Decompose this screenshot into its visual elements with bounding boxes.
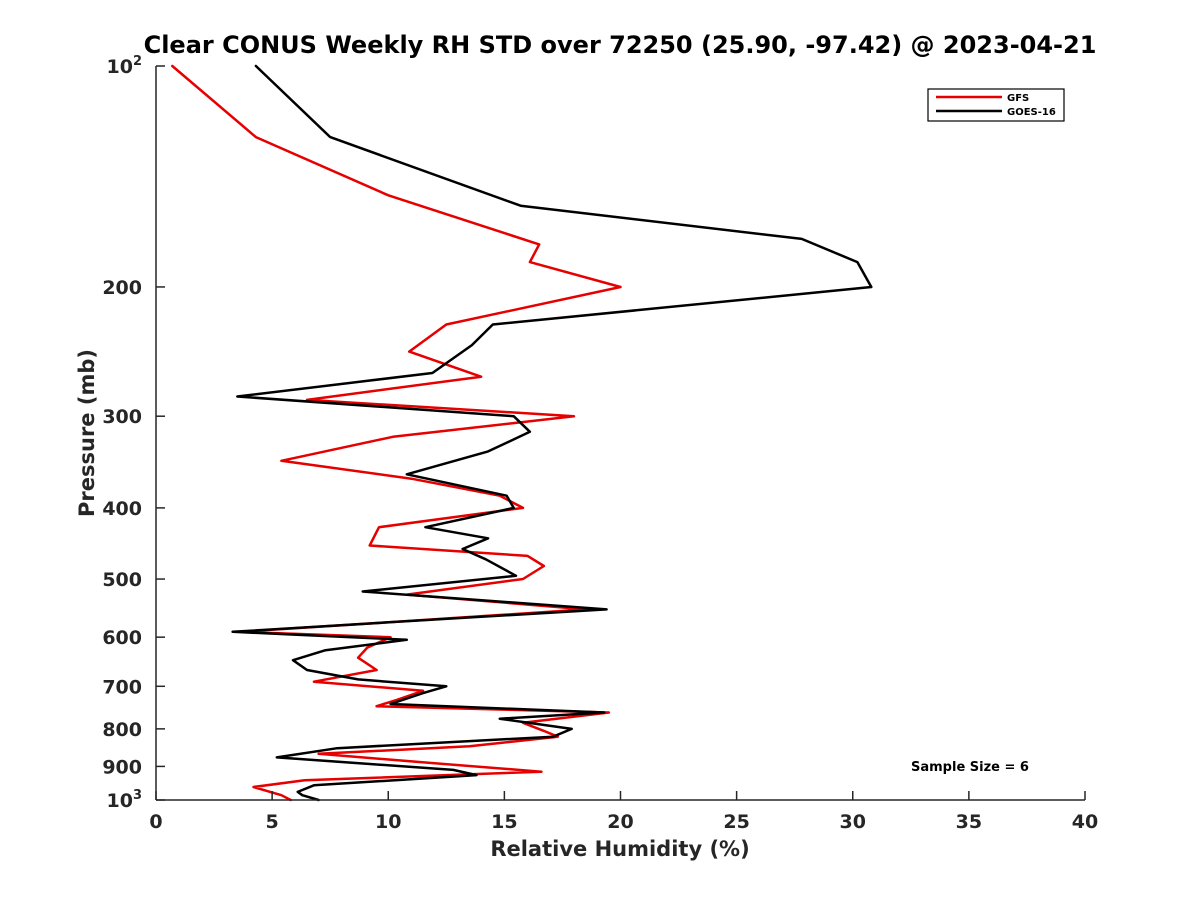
x-tick-label: 30 bbox=[840, 811, 866, 833]
legend: GFS GOES-16 bbox=[927, 88, 1065, 122]
sample-size-annotation: Sample Size = 6 bbox=[911, 760, 1029, 775]
chart-title: Clear CONUS Weekly RH STD over 72250 (25… bbox=[144, 31, 1097, 59]
y-tick-label: 600 bbox=[102, 627, 142, 649]
x-tick-label: 40 bbox=[1072, 811, 1098, 833]
y-tick-label: 300 bbox=[102, 406, 142, 428]
y-tick-label: 200 bbox=[102, 277, 142, 299]
x-tick-label: 0 bbox=[149, 811, 162, 833]
series-layer bbox=[171, 64, 873, 802]
x-tick-label: 20 bbox=[607, 811, 633, 833]
y-axis-label: Pressure (mb) bbox=[75, 349, 99, 517]
y-tick-label: 400 bbox=[102, 498, 142, 520]
x-tick-label: 10 bbox=[375, 811, 401, 833]
x-axis-ticks: 0 5 10 15 20 25 30 35 40 bbox=[149, 791, 1098, 833]
y-tick-label: 500 bbox=[102, 569, 142, 591]
y-tick-label: 103 bbox=[107, 788, 143, 812]
x-tick-label: 5 bbox=[266, 811, 279, 833]
y-tick-label: 700 bbox=[102, 676, 142, 698]
legend-label-gfs: GFS bbox=[1007, 93, 1029, 104]
series-line-goes16 bbox=[231, 64, 873, 802]
x-axis-label: Relative Humidity (%) bbox=[490, 837, 749, 861]
x-tick-label: 25 bbox=[723, 811, 749, 833]
legend-label-goes16: GOES-16 bbox=[1007, 107, 1056, 118]
y-axis-ticks: 102 200 300 400 500 600 700 800 900 103 bbox=[102, 54, 165, 812]
x-tick-label: 15 bbox=[491, 811, 517, 833]
y-tick-label: 800 bbox=[102, 719, 142, 741]
legend-box bbox=[927, 88, 1065, 122]
x-tick-label: 35 bbox=[956, 811, 982, 833]
y-tick-label: 900 bbox=[102, 756, 142, 778]
y-tick-label: 102 bbox=[107, 54, 143, 78]
